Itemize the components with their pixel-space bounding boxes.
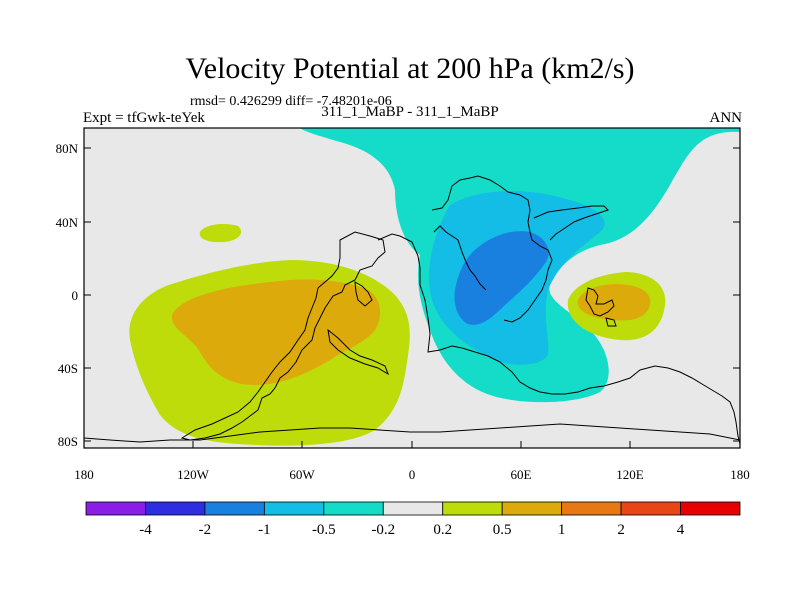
x-tick-label: 180 (74, 467, 94, 482)
colorbar-label: 2 (617, 522, 625, 538)
y-tick-label: 0 (72, 288, 79, 303)
case-comparison-label: 311_1_MaBP - 311_1_MaBP (321, 104, 499, 120)
y-tick-label: 80N (56, 141, 79, 156)
colorbar-swatch (145, 501, 206, 516)
colorbar-label: 0.5 (493, 522, 512, 538)
colorbar-swatch (620, 501, 681, 516)
x-tick-label: 120E (616, 467, 644, 482)
x-tick-label: 0 (409, 467, 416, 482)
colorbar-labels: -4 -2 -1 -0.5 -0.2 0.2 0.5 1 2 4 (139, 522, 685, 538)
colorbar-swatch (561, 501, 622, 516)
negative-potential-minimum (454, 231, 549, 325)
y-tick-label: 40N (56, 215, 79, 230)
colorbar-swatch (263, 501, 325, 516)
positive-potential-blob (199, 224, 242, 243)
y-tick-labels: 80N 40N 0 40S 80S (56, 141, 79, 449)
colorbar-label: -0.2 (371, 522, 395, 538)
x-tick-label: 60W (289, 467, 315, 482)
colorbar-swatch (85, 501, 146, 516)
colorbar-swatch (442, 501, 503, 516)
contour-fill-layer (84, 128, 740, 448)
colorbar-label: 1 (558, 522, 566, 538)
x-tick-labels: 180 120W 60W 0 60E 120E 180 (74, 467, 750, 482)
x-tick-label: 120W (177, 467, 210, 482)
colorbar (85, 501, 741, 516)
axis-ticks (83, 147, 741, 448)
colorbar-label: -4 (139, 522, 152, 538)
coastlines (84, 175, 740, 445)
colorbar-label: -1 (258, 522, 271, 538)
colorbar-swatch (501, 501, 563, 516)
colorbar-label: -0.5 (312, 522, 336, 538)
positive-potential-core-west (171, 279, 381, 385)
season-label: ANN (709, 110, 743, 126)
y-tick-label: 80S (58, 434, 78, 449)
colorbar-swatch (680, 501, 741, 516)
colorbar-swatch (382, 501, 444, 516)
experiment-label: Expt = tfGwk-teYek (83, 110, 205, 126)
colorbar-swatch (323, 501, 384, 516)
colorbar-label: 0.2 (433, 522, 452, 538)
colorbar-swatch (204, 501, 265, 516)
x-tick-label: 60E (511, 467, 532, 482)
x-tick-label: 180 (730, 467, 750, 482)
colorbar-label: 4 (677, 522, 685, 538)
rmsd-diff-stats: rmsd= 0.426299 diff= -7.48201e-06 (190, 94, 392, 109)
y-tick-label: 40S (58, 361, 78, 376)
plot-title: Velocity Potential at 200 hPa (km2/s) (185, 52, 635, 85)
colorbar-label: -2 (199, 522, 212, 538)
